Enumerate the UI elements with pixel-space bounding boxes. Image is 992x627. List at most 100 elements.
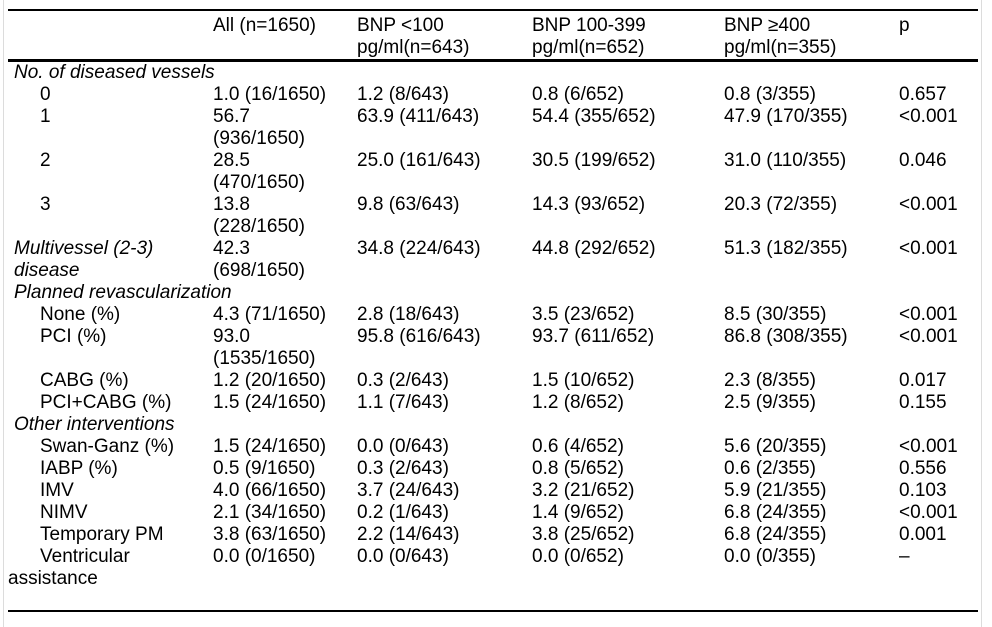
cell-bnp-lt100: 0.2 (1/643): [357, 502, 449, 523]
cell-bnp-ge400: 0.6 (2/355): [724, 458, 816, 479]
cell-p: 0.657: [899, 84, 947, 105]
cell-bnp-ge400: 0.8 (3/355): [724, 84, 816, 105]
row-label: 2: [40, 150, 51, 171]
row-label: Multivessel (2-3) disease: [14, 238, 154, 281]
cell-bnp-ge400: 51.3 (182/355): [724, 238, 848, 259]
cell-bnp-ge400: 8.5 (30/355): [724, 304, 827, 325]
table-row: Swan-Ganz (%) 1.5 (24/1650) 0.0 (0/643) …: [8, 436, 978, 458]
cell-all: 1.5 (24/1650): [213, 436, 327, 457]
section-row: Other interventions: [8, 414, 978, 436]
cell-p: <0.001: [899, 502, 958, 523]
cell-bnp-lt100: 0.0 (0/643): [357, 436, 449, 457]
cell-bnp-ge400: 31.0 (110/355): [724, 150, 847, 171]
cell-bnp-100-399: 0.8 (5/652): [532, 458, 624, 479]
section-label: Planned revascularization: [14, 282, 232, 303]
cell-p: <0.001: [899, 106, 958, 127]
cell-bnp-lt100: 25.0 (161/643): [357, 150, 481, 171]
cell-bnp-lt100: 0.3 (2/643): [357, 370, 449, 391]
cell-all: 0.5 (9/1650): [213, 458, 316, 479]
cell-bnp-100-399: 3.2 (21/652): [532, 480, 635, 501]
table-row: PCI (%) 93.0 (1535/1650) 95.8 (616/643) …: [8, 326, 978, 370]
row-label: 3: [40, 194, 51, 215]
row-label: CABG (%): [40, 370, 129, 391]
cell-bnp-lt100: 0.0 (0/643): [357, 546, 449, 567]
col-header-empty: [8, 10, 213, 62]
section-row: No. of diseased vessels: [8, 61, 978, 85]
cell-bnp-lt100: 9.8 (63/643): [357, 194, 460, 215]
cell-bnp-100-399: 30.5 (199/652): [532, 150, 656, 171]
table-row: 3 13.8 (228/1650) 9.8 (63/643) 14.3 (93/…: [8, 194, 978, 238]
row-label: Swan-Ganz (%): [40, 436, 175, 457]
cell-bnp-100-399: 0.6 (4/652): [532, 436, 624, 457]
table-row: Temporary PM 3.8 (63/1650) 2.2 (14/643) …: [8, 524, 978, 546]
row-label: IMV: [40, 480, 74, 501]
cell-all: 1.5 (24/1650): [213, 392, 327, 413]
table-body: No. of diseased vessels 0 1.0 (16/1650) …: [8, 61, 978, 612]
cell-all: 42.3 (698/1650): [213, 238, 305, 281]
cell-bnp-ge400: 47.9 (170/355): [724, 106, 848, 127]
cell-bnp-lt100: 1.1 (7/643): [357, 392, 449, 413]
col-header-bnp-lt100: BNP <100 pg/ml(n=643): [357, 10, 532, 62]
cell-bnp-lt100: 63.9 (411/643): [357, 106, 480, 127]
cell-bnp-100-399: 1.4 (9/652): [532, 502, 624, 523]
table-row: None (%) 4.3 (71/1650) 2.8 (18/643) 3.5 …: [8, 304, 978, 326]
col-header-bnp-ge400: BNP ≥400 pg/ml(n=355): [724, 10, 899, 62]
cell-bnp-lt100: 3.7 (24/643): [357, 480, 460, 501]
cell-p: 0.017: [899, 370, 947, 391]
cell-all: 4.0 (66/1650): [213, 480, 327, 501]
section-label: No. of diseased vessels: [14, 62, 215, 83]
col-header-bnp-100-399: BNP 100-399 pg/ml(n=652): [532, 10, 724, 62]
cell-bnp-ge400: 2.3 (8/355): [724, 370, 816, 391]
table-row: 0 1.0 (16/1650) 1.2 (8/643) 0.8 (6/652) …: [8, 84, 978, 106]
cell-bnp-100-399: 54.4 (355/652): [532, 106, 656, 127]
cell-p: <0.001: [899, 194, 958, 215]
bnp-results-table: All (n=1650) BNP <100 pg/ml(n=643) BNP 1…: [8, 9, 978, 612]
cell-all: 1.2 (20/1650): [213, 370, 327, 391]
cell-all: 0.0 (0/1650): [213, 546, 316, 567]
row-label: PCI (%): [40, 326, 107, 347]
cell-bnp-lt100: 34.8 (224/643): [357, 238, 481, 259]
table-row: 2 28.5 (470/1650) 25.0 (161/643) 30.5 (1…: [8, 150, 978, 194]
cell-bnp-ge400: 86.8 (308/355): [724, 326, 848, 347]
cell-all: 56.7 (936/1650): [213, 106, 305, 149]
cell-bnp-lt100: 1.2 (8/643): [357, 84, 449, 105]
row-label: Ventricular assistance: [8, 546, 130, 589]
cell-bnp-ge400: 5.6 (20/355): [724, 436, 827, 457]
cell-p: 0.001: [899, 524, 947, 545]
cell-all: 13.8 (228/1650): [213, 194, 305, 237]
cell-p: 0.046: [899, 150, 947, 171]
cell-bnp-100-399: 1.2 (8/652): [532, 392, 624, 413]
cell-bnp-ge400: 6.8 (24/355): [724, 524, 827, 545]
cell-bnp-ge400: 0.0 (0/355): [724, 546, 816, 567]
section-row: Planned revascularization: [8, 282, 978, 304]
col-header-p: p: [899, 10, 978, 62]
cell-bnp-100-399: 93.7 (611/652): [532, 326, 655, 347]
cell-bnp-ge400: 2.5 (9/355): [724, 392, 816, 413]
row-label: PCI+CABG (%): [40, 392, 172, 413]
cell-bnp-100-399: 14.3 (93/652): [532, 194, 646, 215]
table-row: NIMV 2.1 (34/1650) 0.2 (1/643) 1.4 (9/65…: [8, 502, 978, 524]
cell-bnp-ge400: 20.3 (72/355): [724, 194, 838, 215]
cell-p: 0.556: [899, 458, 947, 479]
cell-bnp-100-399: 44.8 (292/652): [532, 238, 656, 259]
header-row: All (n=1650) BNP <100 pg/ml(n=643) BNP 1…: [8, 10, 978, 62]
cell-bnp-100-399: 1.5 (10/652): [532, 370, 635, 391]
cell-bnp-lt100: 2.2 (14/643): [357, 524, 460, 545]
cell-p: 0.103: [899, 480, 947, 501]
cell-p: <0.001: [899, 326, 958, 347]
table-row: IMV 4.0 (66/1650) 3.7 (24/643) 3.2 (21/6…: [8, 480, 978, 502]
cell-all: 3.8 (63/1650): [213, 524, 327, 545]
table-row: 1 56.7 (936/1650) 63.9 (411/643) 54.4 (3…: [8, 106, 978, 150]
cell-bnp-lt100: 2.8 (18/643): [357, 304, 460, 325]
cell-p: –: [899, 546, 910, 567]
cell-all: 93.0 (1535/1650): [213, 326, 316, 369]
row-label: NIMV: [40, 502, 88, 523]
cell-bnp-100-399: 0.0 (0/652): [532, 546, 624, 567]
table-header: All (n=1650) BNP <100 pg/ml(n=643) BNP 1…: [8, 10, 978, 62]
row-label: None (%): [40, 304, 121, 325]
cell-p: 0.155: [899, 392, 947, 413]
cell-all: 28.5 (470/1650): [213, 150, 305, 193]
table-row: Ventricular assistance 0.0 (0/1650) 0.0 …: [8, 546, 978, 611]
cell-all: 4.3 (71/1650): [213, 304, 327, 325]
cell-all: 2.1 (34/1650): [213, 502, 327, 523]
